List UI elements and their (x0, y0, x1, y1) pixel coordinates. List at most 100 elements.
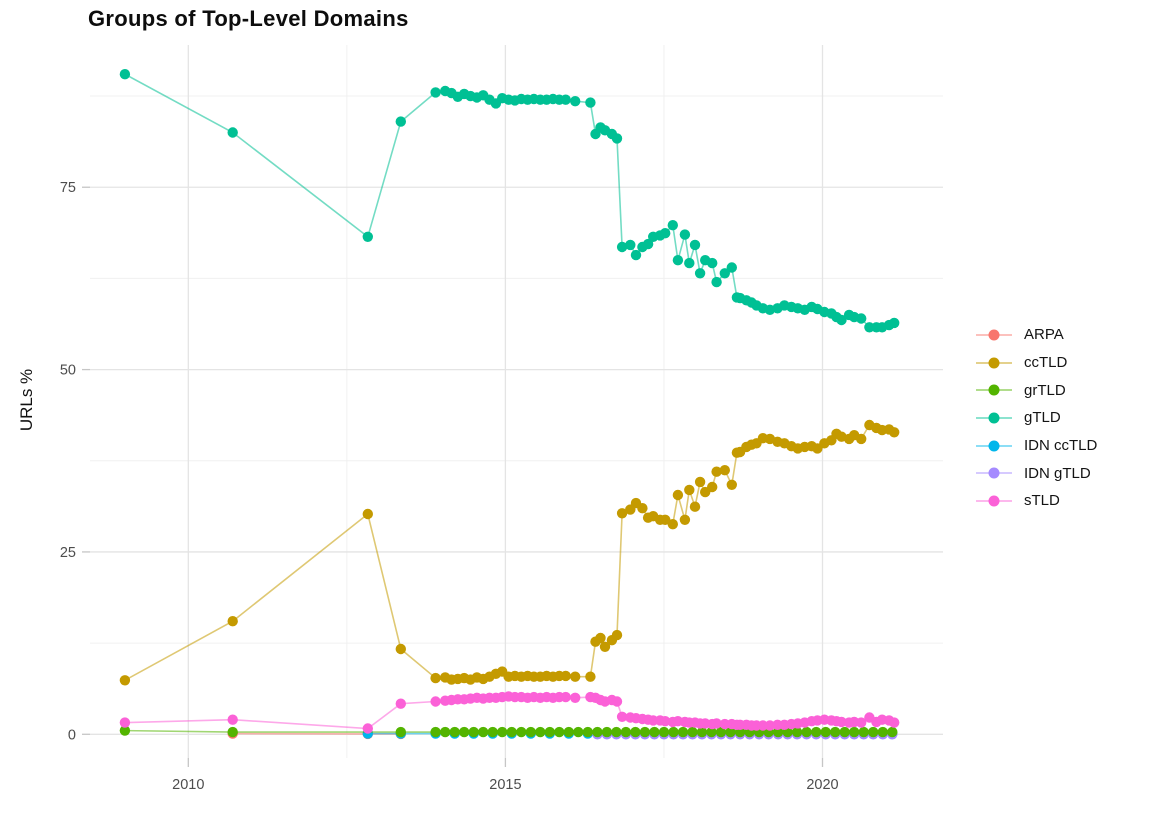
series-point-grTLD (449, 726, 460, 738)
series-point-grTLD (820, 726, 831, 738)
series-point-grTLD (582, 726, 593, 738)
series-point-sTLD (570, 692, 581, 703)
legend-item-ARPA: ARPA (976, 321, 1097, 349)
series-point-grTLD (535, 726, 546, 738)
series-point-ccTLD (694, 476, 706, 488)
series-point-grTLD (395, 726, 406, 738)
series-point-ccTLD (719, 465, 730, 476)
legend-key-dot (988, 329, 1000, 341)
series-point-ccTLD (430, 672, 441, 684)
legend-key-icon (976, 329, 1012, 341)
series-point-ccTLD (667, 519, 678, 530)
series-point-grTLD (677, 726, 689, 738)
series-point-gTLD (630, 249, 642, 261)
series-point-grTLD (525, 726, 536, 738)
series-point-ccTLD (595, 632, 606, 644)
series-point-sTLD (836, 716, 847, 728)
series-point-grTLD (430, 726, 441, 738)
series-point-gTLD (672, 255, 684, 266)
series-point-ccTLD (611, 629, 623, 641)
series-point-ccTLD (711, 466, 722, 477)
series-point-grTLD (639, 726, 651, 738)
series-point-gTLD (660, 228, 671, 239)
series-point-ccTLD (684, 484, 695, 496)
legend-key-dot (988, 495, 1000, 507)
series-point-grTLD (497, 726, 508, 738)
y-tick-label: 25 (60, 545, 76, 561)
series-point-grTLD (227, 726, 238, 738)
series-point-ccTLD (570, 671, 581, 682)
legend-key-dot (988, 440, 1000, 452)
series-point-ccTLD (707, 481, 718, 493)
series-point-grTLD (706, 726, 717, 738)
series-point-ccTLD (119, 675, 131, 686)
series-point-grTLD (516, 726, 527, 738)
series-point-gTLD (585, 97, 596, 108)
series-point-ccTLD (672, 489, 684, 501)
series-point-sTLD (764, 720, 776, 731)
series-point-sTLD (227, 714, 238, 725)
chart-title: Groups of Top-Level Domains (88, 6, 409, 31)
x-tick-label: 2010 (172, 777, 204, 793)
series-point-gTLD (570, 96, 581, 107)
series-point-sTLD (616, 711, 628, 722)
series-point-grTLD (468, 726, 479, 738)
y-tick-label: 75 (60, 180, 76, 196)
legend-key-dot (988, 357, 1000, 369)
series-point-gTLD (711, 276, 722, 288)
series-point-gTLD (642, 238, 654, 250)
y-tick-label: 0 (68, 727, 76, 743)
legend-key-dot (988, 467, 1000, 479)
series-point-ccTLD (726, 479, 737, 490)
series-point-gTLD (719, 268, 730, 279)
series-point-grTLD (459, 726, 470, 738)
series-point-grTLD (668, 726, 679, 738)
series-point-grTLD (830, 726, 841, 738)
series-point-grTLD (801, 726, 812, 738)
series-point-gTLD (625, 239, 636, 251)
series-point-grTLD (487, 726, 498, 738)
series-point-grTLD (849, 726, 860, 738)
series-point-sTLD (711, 718, 722, 729)
series-point-gTLD (616, 241, 628, 253)
series-line-ccTLD (124, 423, 895, 682)
series-point-grTLD (877, 726, 888, 738)
series-point-ccTLD (637, 503, 648, 514)
series-point-grTLD (630, 726, 641, 738)
series-point-ccTLD (599, 641, 611, 652)
series-point-grTLD (119, 725, 131, 736)
series-point-ccTLD (362, 508, 373, 520)
series-point-sTLD (611, 696, 623, 707)
series-point-grTLD (506, 726, 517, 738)
series-point-gTLD (726, 262, 737, 273)
legend-key-icon (976, 412, 1012, 424)
series-point-gTLD (362, 231, 373, 242)
legend-item-IDN-gTLD: IDN gTLD (976, 459, 1097, 487)
series-point-sTLD (660, 716, 671, 727)
legend-item-gTLD: gTLD (976, 404, 1097, 432)
series-point-ccTLD (585, 671, 596, 682)
legend-item-ccTLD: ccTLD (976, 349, 1097, 377)
series-point-gTLD (856, 313, 867, 324)
series-point-grTLD (554, 726, 565, 738)
legend-label: grTLD (1024, 381, 1066, 399)
series-point-ccTLD (616, 508, 628, 519)
series-point-gTLD (694, 268, 706, 279)
x-tick-label: 2015 (489, 777, 521, 793)
series-point-ccTLD (660, 514, 671, 525)
series-point-grTLD (592, 726, 603, 738)
legend-label: IDN gTLD (1024, 464, 1091, 482)
series-point-ccTLD (227, 616, 238, 627)
series-point-ccTLD (679, 514, 691, 525)
legend-key-icon (976, 440, 1012, 452)
series-point-grTLD (858, 726, 869, 738)
series-point-grTLD (687, 726, 698, 738)
series-point-grTLD (478, 726, 489, 738)
series-point-grTLD (791, 726, 803, 738)
legend-label: gTLD (1024, 409, 1061, 427)
series-point-gTLD (119, 69, 131, 80)
legend-item-IDN-ccTLD: IDN ccTLD (976, 432, 1097, 460)
legend-key-icon (976, 495, 1012, 507)
